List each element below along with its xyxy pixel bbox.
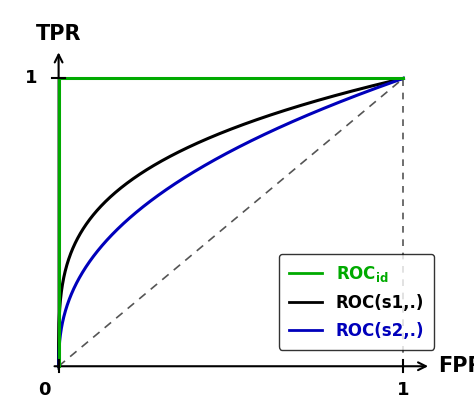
Text: FPR: FPR — [438, 356, 474, 376]
Legend: ROC$_{\mathregular{id}}$, ROC(s1,.), ROC(s2,.): ROC$_{\mathregular{id}}$, ROC(s1,.), ROC… — [279, 254, 434, 349]
Text: TPR: TPR — [36, 24, 82, 44]
Text: 1: 1 — [397, 381, 410, 399]
Text: 1: 1 — [26, 69, 38, 87]
Text: 0: 0 — [38, 381, 51, 399]
